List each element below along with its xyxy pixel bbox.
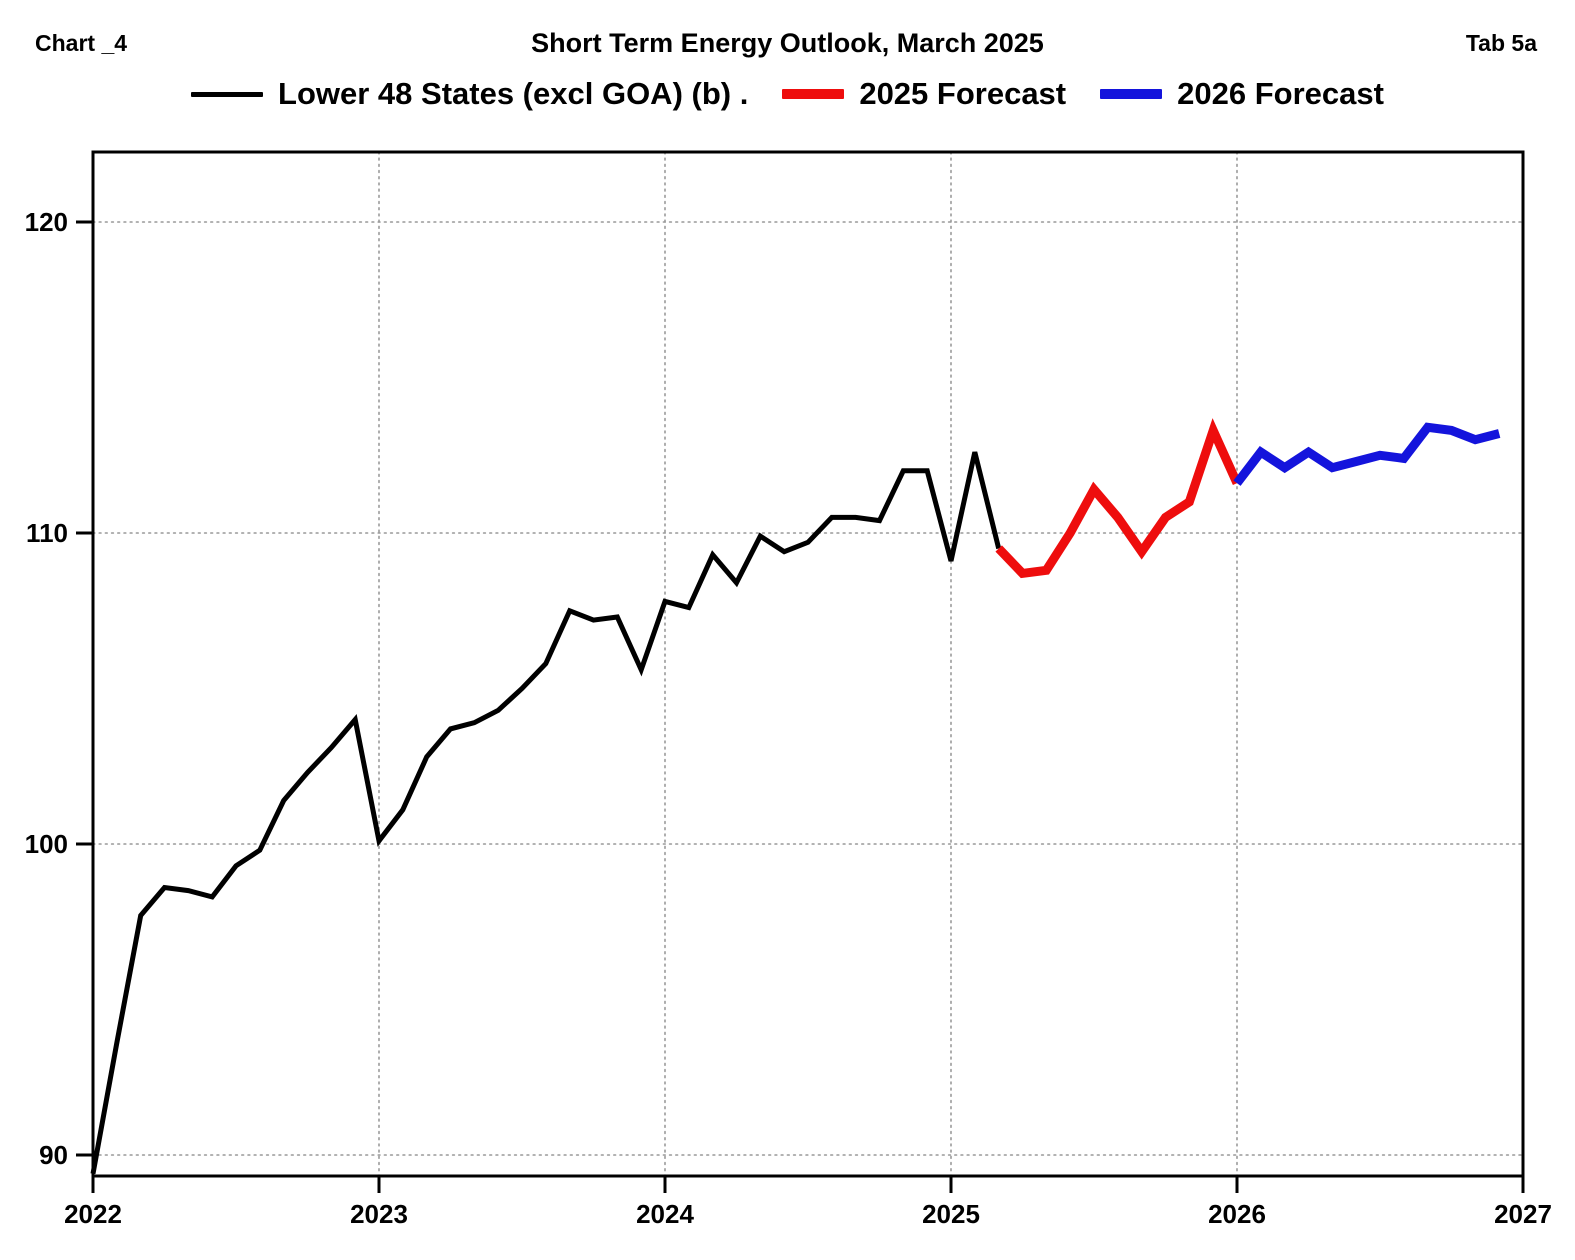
y-tick-label-120: 120	[25, 207, 68, 237]
legend-label-2: 2026 Forecast	[1177, 76, 1384, 111]
x-tick-label-2026: 2026	[1208, 1199, 1266, 1229]
chart-number-label: Chart _4	[35, 30, 128, 56]
y-tick-label-110: 110	[26, 518, 68, 548]
x-tick-label-2022: 2022	[64, 1199, 122, 1229]
legend-item-0: Lower 48 States (excl GOA) (b) .	[191, 76, 748, 112]
series-line-1-2025-forecast	[995, 418, 1242, 579]
y-tick-label-90: 90	[39, 1140, 68, 1170]
legend-line-swatch-0	[191, 91, 264, 97]
legend-label-1: 2025 Forecast	[859, 76, 1067, 111]
x-tick-label-2023: 2023	[350, 1199, 408, 1229]
plot-frame	[91, 150, 1525, 1178]
legend-line-swatch-1	[782, 89, 845, 99]
page-title: Short Term Energy Outlook, March 2025	[531, 28, 1044, 58]
series-line-0-lower-48-states-excl-goa-b-	[90, 451, 1002, 1175]
legend-item-1: 2025 Forecast	[782, 76, 1066, 112]
legend-item-2: 2026 Forecast	[1100, 76, 1384, 112]
legend: Lower 48 States (excl GOA) (b) . 2025 For…	[0, 76, 1575, 112]
x-tick-label-2027: 2027	[1494, 1199, 1552, 1229]
y-tick-label-100: 100	[25, 829, 68, 859]
legend-label-0: Lower 48 States (excl GOA) (b) .	[278, 76, 749, 111]
x-tick-label-2025: 2025	[922, 1199, 980, 1229]
x-tick-label-2024: 2024	[636, 1199, 694, 1229]
legend-line-swatch-2	[1100, 89, 1163, 99]
tab-reference-label: Tab 5a	[1465, 30, 1537, 56]
series-line-2-2026-forecast	[1233, 422, 1501, 486]
